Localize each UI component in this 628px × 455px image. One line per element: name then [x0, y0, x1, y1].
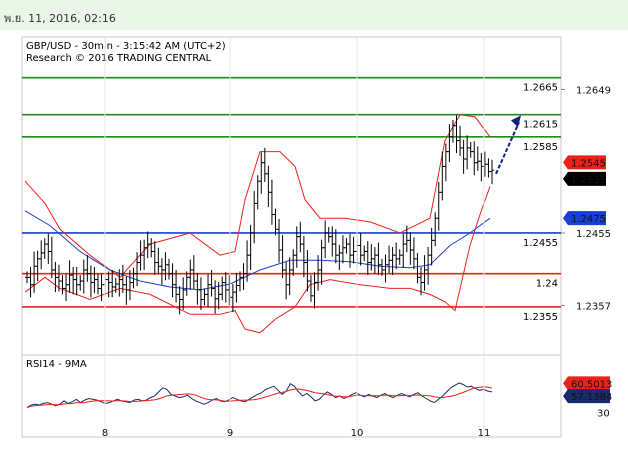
projection-arrow-line [495, 121, 520, 175]
rsi-tag-label: 60.5013 [571, 379, 612, 390]
resistance-3-label: 1.2585 [523, 142, 558, 153]
chart-subtitle: Research © 2016 TRADING CENTRAL [26, 53, 212, 64]
x-tick-label: 10 [351, 428, 364, 439]
y-tick-label: 1.2357 [576, 301, 611, 312]
rsi-tag [563, 376, 610, 391]
price-tag-label: 1.2545 [571, 158, 606, 169]
timestamp-bar: พ.ย. 11, 2016, 02:16 [0, 0, 628, 30]
pivot-label: 1.2455 [523, 238, 558, 249]
bollinger-lower [24, 186, 491, 334]
candle [490, 159, 494, 185]
rsi-tag-label: 57.1384 [571, 392, 612, 403]
x-tick-label: 11 [478, 428, 491, 439]
y-tick-label: 1.2649 [576, 86, 611, 97]
x-tick-label: 8 [102, 428, 108, 439]
chart-title: GBP/USD - 30min - 3:15:42 AM (UTC+2) [26, 41, 226, 52]
price-tag-label: 1.2535 [571, 175, 606, 186]
rsi-label: RSI14 - 9MA [26, 359, 87, 370]
projection-arrow-head [511, 115, 521, 128]
y-tick-label: 1.2455 [576, 229, 611, 240]
timestamp: พ.ย. 11, 2016, 02:16 [4, 12, 116, 25]
rsi-tick-label: 30 [597, 408, 610, 419]
support-1-label: 1.24 [536, 279, 558, 290]
price-tag [563, 211, 606, 226]
rsi-tag [563, 389, 610, 404]
price-tag [563, 171, 606, 186]
support-2-label: 1.2355 [523, 312, 558, 323]
price-tag [563, 155, 606, 170]
resistance-1-label: 1.2665 [523, 83, 558, 94]
x-tick-label: 9 [227, 428, 233, 439]
resistance-2-label: 1.2615 [523, 120, 558, 131]
price-tag-label: 1.2475 [571, 214, 606, 225]
